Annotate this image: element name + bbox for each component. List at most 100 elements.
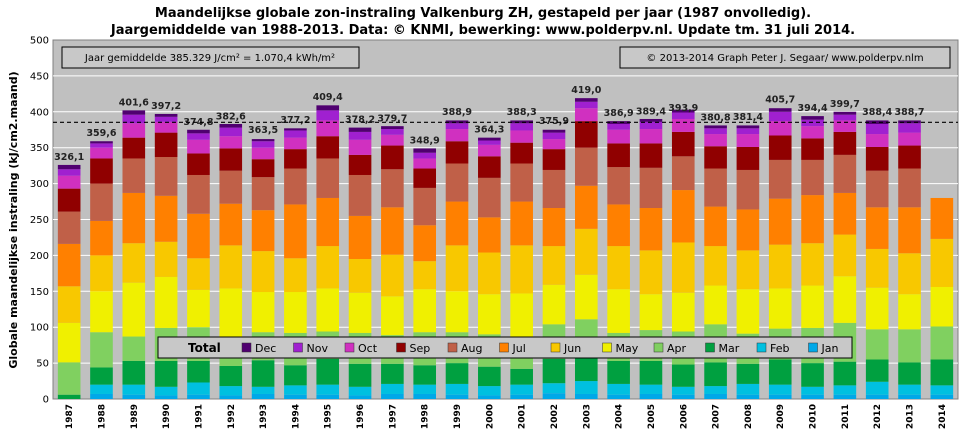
y-tick-label: 50 — [36, 359, 49, 370]
y-axis-label: Globale maandelijkse instraling (kJ/cm2.… — [7, 71, 20, 368]
bar-segment-aug — [154, 157, 178, 196]
bar-segment-dec — [187, 129, 210, 134]
bar-segment-nov — [413, 152, 437, 159]
x-tick-label: 2014 — [938, 404, 948, 429]
bar-segment-jan — [284, 394, 307, 399]
bar-segment-mar — [316, 358, 340, 385]
legend-label-mar: Mar — [719, 342, 740, 355]
bar-segment-mar — [833, 361, 857, 386]
bar-segment-may — [478, 294, 501, 335]
bar-segment-dec — [865, 120, 889, 125]
bar-segment-aug — [284, 168, 307, 205]
bar-segment-jun — [607, 246, 630, 290]
x-tick-label: 1989 — [130, 404, 140, 429]
legend-swatch-jul — [499, 342, 509, 353]
bar-segment-nov — [219, 127, 243, 137]
x-tick-label: 2008 — [744, 404, 754, 429]
bar-segment-jan — [574, 393, 598, 399]
bar-segment-aug — [381, 169, 404, 208]
bar-segment-jun — [316, 246, 340, 289]
bar-segment-jul — [607, 204, 630, 247]
bar-segment-aug — [736, 169, 760, 210]
legend-swatch-aug — [447, 342, 458, 353]
bar-segment-feb — [898, 384, 921, 395]
bar-segment-jul — [930, 197, 954, 239]
bar-segment-nov — [251, 141, 275, 148]
total-label: 375,9 — [539, 116, 569, 127]
bar-segment-may — [154, 276, 178, 328]
bar-segment-jul — [704, 206, 727, 247]
bar-segment-nov — [898, 123, 921, 133]
bar-segment-dec — [348, 127, 372, 132]
bar-segment-may — [768, 288, 792, 329]
bar-segment-oct — [122, 123, 146, 138]
bar-segment-sep — [704, 146, 727, 169]
bar-segment-may — [801, 285, 824, 328]
bar-segment-oct — [639, 129, 663, 144]
bar-segment-dec — [833, 111, 857, 115]
bar-segment-sep — [251, 159, 275, 178]
average-annotation: Jaar gemiddelde 385.329 J/cm² = 1.070,4 … — [84, 53, 335, 64]
legend-label-apr: Apr — [667, 342, 687, 355]
x-tick-label: 1995 — [324, 404, 334, 429]
bar-segment-jun — [251, 251, 275, 293]
bar-segment-jul — [284, 204, 307, 259]
bar-segment-apr — [898, 329, 921, 363]
x-tick-label: 2000 — [485, 404, 495, 429]
bar-segment-nov — [704, 128, 727, 135]
bar-segment-dec — [284, 128, 307, 131]
y-tick-label: 100 — [30, 323, 49, 334]
bar-segment-sep — [284, 149, 307, 169]
bar-segment-jul — [736, 209, 760, 251]
bar-segment-jun — [122, 243, 146, 283]
total-label: 378,2 — [345, 114, 375, 125]
total-label: 388,9 — [442, 107, 472, 118]
total-label: 377,2 — [280, 115, 310, 126]
bar-segment-nov — [187, 133, 210, 140]
total-label: 381,4 — [733, 112, 763, 123]
bar-segment-sep — [413, 168, 437, 188]
bar-segment-dec — [381, 126, 404, 130]
bar-segment-aug — [607, 167, 630, 205]
bar-segment-may — [671, 292, 695, 332]
bar-segment-jul — [801, 195, 824, 244]
bar-segment-jan — [639, 393, 663, 399]
bar-segment-nov — [122, 114, 146, 124]
bar-segment-may — [251, 292, 275, 333]
bar-segment-nov — [284, 130, 307, 138]
x-tick-label: 2006 — [679, 404, 689, 429]
bar-segment-feb — [930, 385, 954, 395]
bar-segment-aug — [865, 170, 889, 208]
x-tick-label: 1990 — [162, 404, 172, 429]
bar-segment-may — [348, 292, 372, 333]
bar-segment-sep — [316, 136, 340, 159]
y-tick-label: 200 — [30, 251, 49, 262]
x-tick-label: 1998 — [421, 404, 431, 429]
bar-segment-feb — [865, 381, 889, 395]
bar-segment-may — [898, 294, 921, 330]
bar-segment-mar — [639, 360, 663, 385]
bar-segment-feb — [510, 384, 533, 395]
total-label: 388,7 — [894, 107, 924, 118]
bar-segment-oct — [801, 126, 824, 139]
bar-segment-dec — [316, 105, 340, 111]
x-tick-label: 1991 — [194, 404, 204, 429]
bar-segment-feb — [187, 382, 210, 395]
bar-segment-mar — [898, 362, 921, 385]
bar-segment-feb — [90, 384, 113, 394]
bar-segment-oct — [381, 134, 404, 146]
bar-segment-jun — [57, 286, 81, 323]
average-annotation-box — [61, 46, 360, 69]
bar-segment-nov — [57, 169, 81, 176]
bar-segment-sep — [90, 158, 113, 184]
bar-segment-oct — [348, 139, 372, 155]
bar-segment-may — [865, 287, 889, 330]
bar-segment-feb — [639, 384, 663, 394]
bar-segment-feb — [122, 384, 146, 395]
bar-segment-jul — [251, 210, 275, 252]
bar-segment-oct — [542, 139, 566, 150]
bar-segment-jan — [898, 394, 921, 399]
bar-segment-feb — [316, 384, 340, 395]
bar-segment-sep — [736, 146, 760, 170]
bar-segment-sep — [478, 156, 501, 178]
